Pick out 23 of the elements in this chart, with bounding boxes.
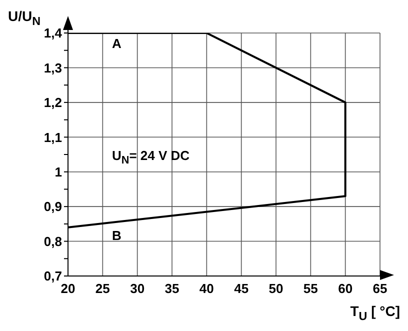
y-tick-label: 1: [54, 164, 62, 180]
x-tick-label: 55: [303, 281, 318, 296]
y-tick-label: 0,9: [44, 199, 62, 214]
x-tick-label: 35: [164, 281, 180, 296]
y-tick-label: 0,7: [44, 268, 62, 284]
annotation: U$_{N}$= 24 V DC: [112, 148, 190, 167]
y-tick-label: 1,3: [44, 60, 62, 76]
x-tick-label: 25: [95, 281, 110, 296]
x-tick-label: 40: [199, 281, 214, 296]
y-tick-label: 1,1: [44, 130, 62, 145]
x-tick-label: 30: [130, 281, 145, 296]
y-axis-title: U/U$_{N}$: [8, 8, 41, 28]
x-tick-label: 20: [60, 281, 76, 296]
annotation: A: [112, 36, 122, 51]
x-tick-label: 60: [338, 281, 353, 296]
x-tick-label: 65: [372, 281, 388, 296]
x-tick-label: 45: [234, 281, 249, 296]
y-tick-label: 1,4: [44, 26, 63, 41]
y-tick-label: 0,8: [44, 234, 62, 249]
annotation: B: [112, 228, 122, 243]
x-axis-title: T$_{U}$ [ °C]: [350, 303, 400, 323]
x-tick-label: 50: [268, 281, 284, 296]
y-tick-label: 1,2: [44, 95, 62, 110]
